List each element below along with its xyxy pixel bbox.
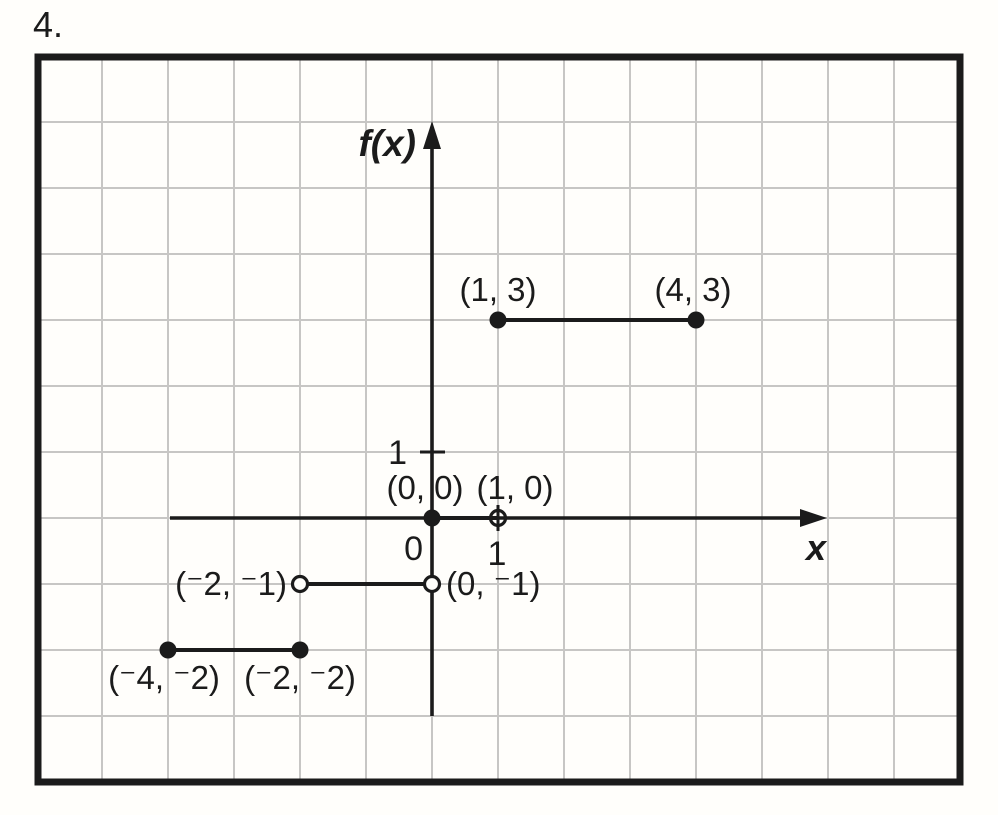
point-label: (⁻4, ⁻2) bbox=[108, 659, 220, 696]
endpoint-closed bbox=[489, 311, 507, 329]
endpoint-closed bbox=[687, 311, 705, 329]
point-label: (⁻2, ⁻2) bbox=[244, 659, 356, 696]
y-tick-label: 1 bbox=[388, 434, 407, 472]
plot-border bbox=[34, 53, 964, 786]
endpoint-open bbox=[488, 508, 508, 528]
point-label: (1, 0) bbox=[476, 469, 553, 506]
endpoint-closed bbox=[159, 641, 177, 659]
endpoint-open bbox=[290, 574, 310, 594]
point-label: (4, 3) bbox=[654, 271, 731, 308]
point-label: (0, 0) bbox=[386, 469, 463, 506]
point-label: (0, ⁻1) bbox=[446, 565, 540, 602]
endpoint-closed bbox=[291, 641, 309, 659]
origin-label: 0 bbox=[404, 530, 423, 568]
point-label: (1, 3) bbox=[459, 271, 536, 308]
x-axis-label: x bbox=[804, 527, 828, 568]
endpoint-open bbox=[422, 574, 442, 594]
x-axis-arrow bbox=[800, 509, 827, 527]
x-tick-label: 1 bbox=[488, 535, 507, 573]
endpoint-closed bbox=[423, 509, 441, 527]
problem-number: 4. bbox=[33, 4, 64, 45]
y-axis-arrow bbox=[423, 121, 441, 149]
y-axis-label: f(x) bbox=[358, 123, 416, 164]
point-label: (⁻2, ⁻1) bbox=[175, 565, 287, 602]
